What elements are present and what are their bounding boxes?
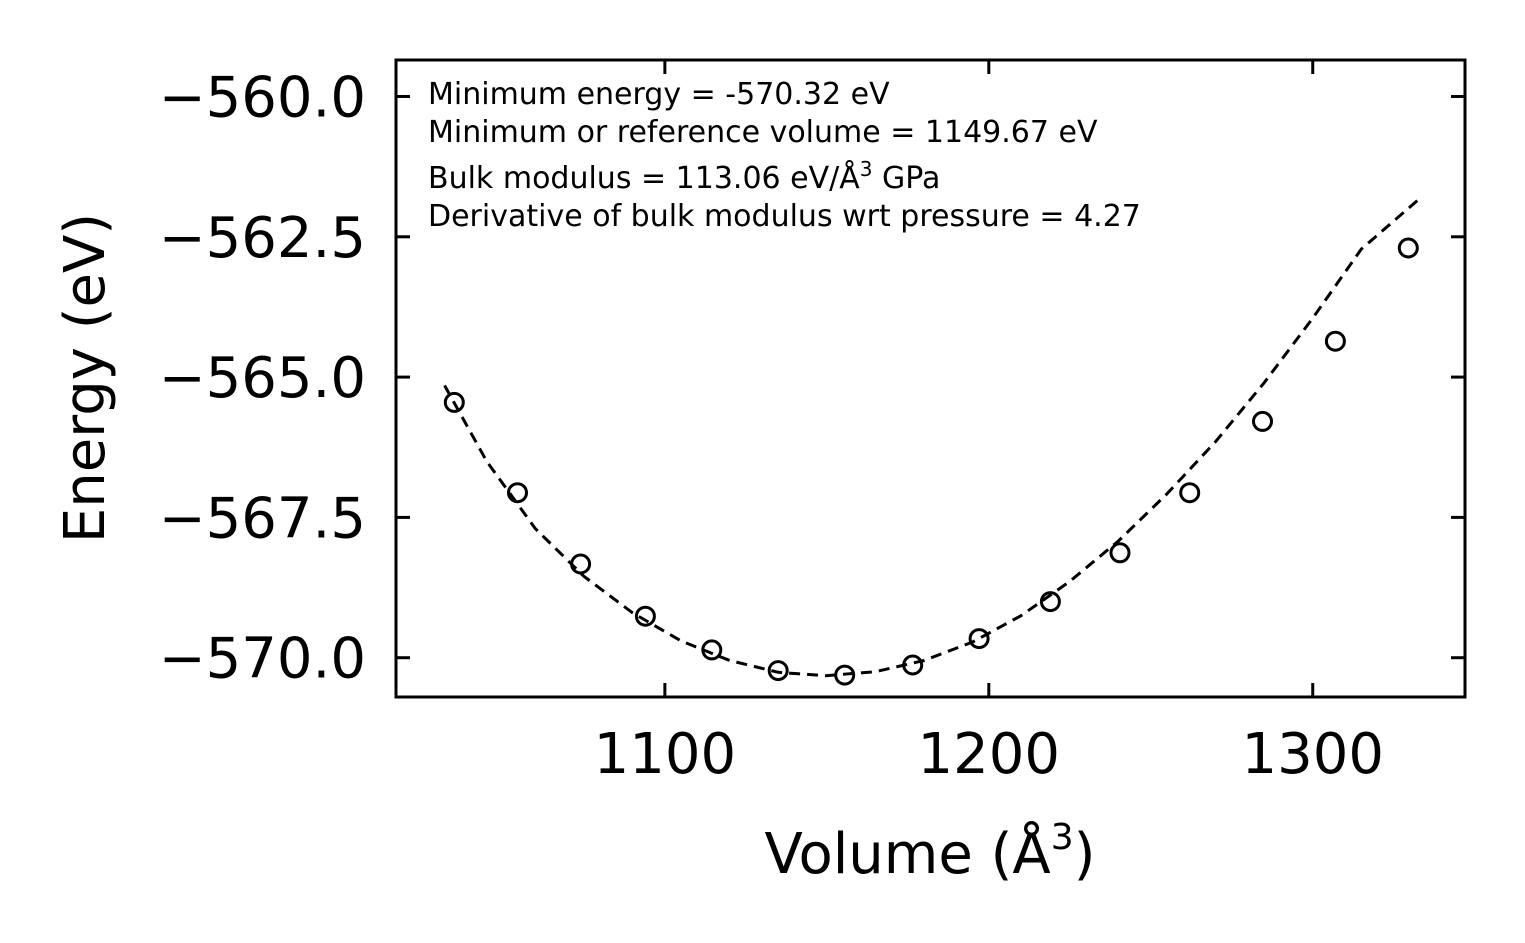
data-point [634, 605, 656, 627]
data-point [834, 664, 856, 686]
x-axis-label-end: ) [1074, 822, 1096, 887]
ticks-layer: 1100 1200 1300 −560.0 −562.5 −565.0 −567.5 −570… [159, 60, 1465, 787]
data-point [767, 660, 789, 682]
data-point [968, 628, 990, 650]
data-point [701, 639, 723, 661]
annotation-min-energy: Minimum energy = -570.32 eV [428, 77, 890, 112]
data-point [1179, 482, 1201, 504]
y-tick-label: −565.0 [159, 346, 366, 411]
y-tick-label: −560.0 [159, 65, 366, 130]
fit-line [443, 197, 1421, 678]
annotation-bulk-modulus-sup: 3 [860, 157, 873, 181]
annotation-min-volume: Minimum or reference volume = 1149.67 eV [428, 115, 1098, 150]
x-axis-label: Volume (Å3) [765, 817, 1096, 887]
data-points-layer [443, 237, 1419, 686]
x-tick-label: 1100 [594, 722, 737, 787]
data-point [1252, 410, 1273, 432]
fit-curve-layer [443, 197, 1421, 678]
data-point [1109, 542, 1131, 564]
data-point [570, 553, 592, 575]
y-axis-label: Energy (eV) [53, 213, 118, 543]
annotations: Minimum energy = -570.32 eV Minimum or r… [428, 77, 1141, 234]
x-tick-label: 1200 [918, 722, 1061, 787]
x-axis-label-sup: 3 [1051, 817, 1074, 858]
y-tick-label: −567.5 [159, 486, 366, 551]
annotation-bulk-modulus-text: Bulk modulus = 113.06 eV/Å [428, 160, 860, 196]
data-point [507, 482, 528, 504]
data-point [1324, 330, 1346, 352]
x-tick-label: 1300 [1241, 722, 1384, 787]
data-point [1397, 237, 1419, 259]
data-point [902, 654, 924, 676]
data-point [443, 391, 465, 413]
data-point [1039, 591, 1061, 613]
annotation-bulk-modulus-unit: GPa [873, 161, 941, 196]
x-axis-label-text: Volume (Å [765, 821, 1051, 887]
plot-frame [394, 58, 1467, 699]
annotation-derivative: Derivative of bulk modulus wrt pressure … [428, 199, 1141, 234]
y-tick-label: −562.5 [159, 206, 366, 271]
y-tick-label: −570.0 [159, 627, 366, 692]
annotation-bulk-modulus: Bulk modulus = 113.06 eV/Å3 GPa [428, 157, 940, 196]
